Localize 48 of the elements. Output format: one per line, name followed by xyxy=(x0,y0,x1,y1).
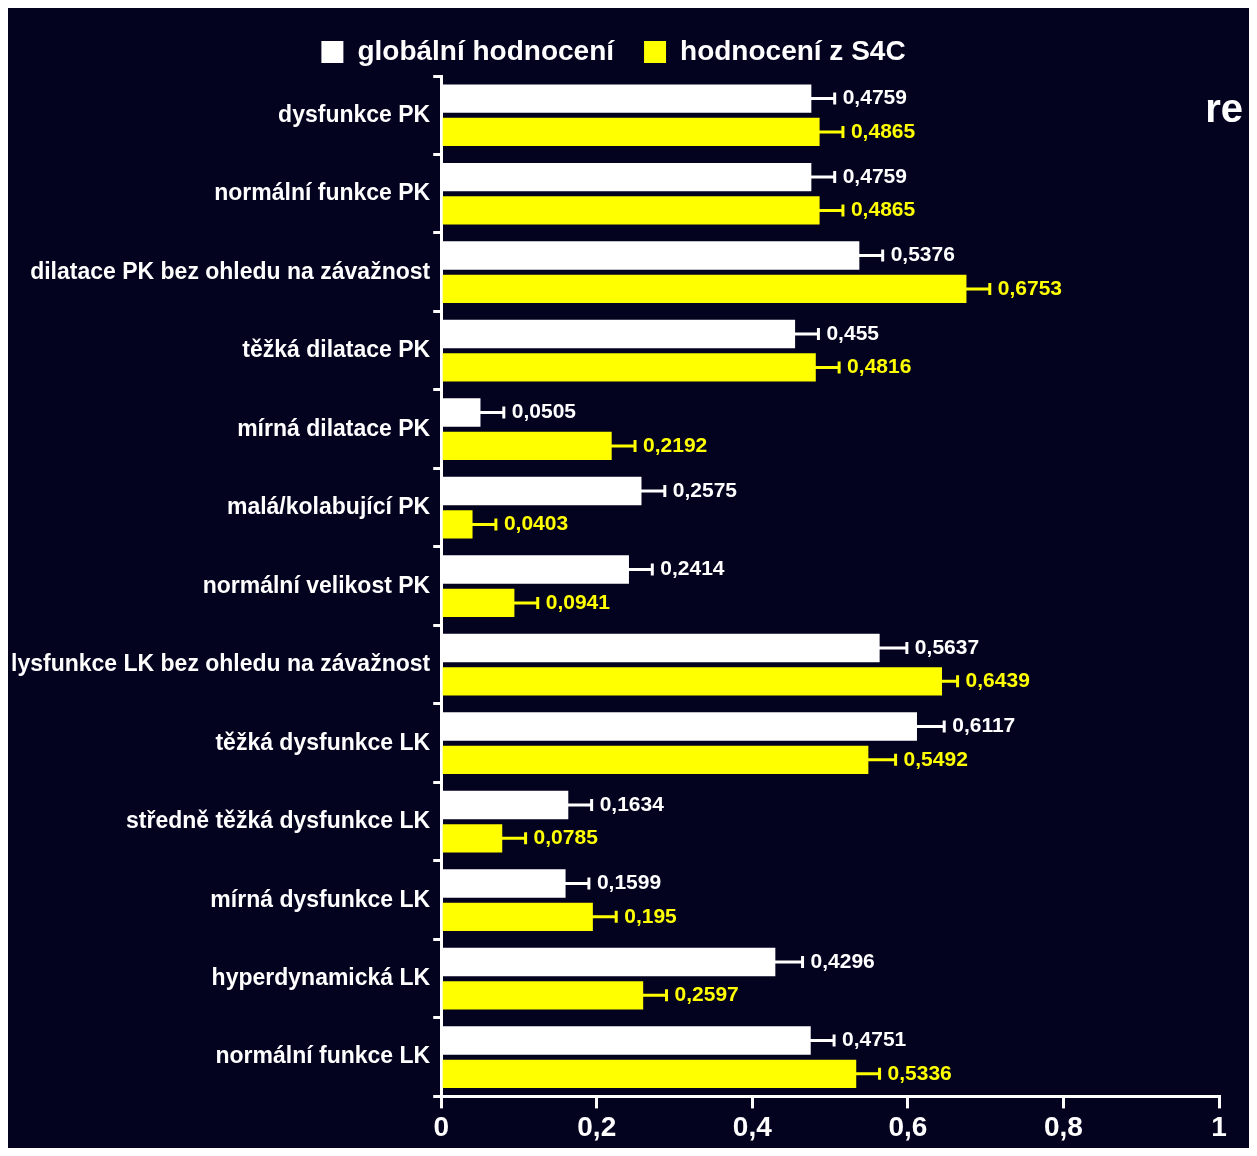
y-tick-label: hyperdynamická LK xyxy=(211,964,431,991)
y-tick-label: středně těžká dysfunkce LK xyxy=(125,807,431,834)
data-label: 0,5637 xyxy=(914,634,980,658)
data-label: 0,0403 xyxy=(503,511,569,535)
data-label: 0,6439 xyxy=(965,668,1030,692)
x-tick-label: 0 xyxy=(433,1110,449,1142)
y-tick-label: mírná dysfunkce LK xyxy=(210,885,431,912)
data-label: 0,0785 xyxy=(533,825,599,849)
y-tick-label: těžká dysfunkce LK xyxy=(215,728,431,755)
data-label: 0,2192 xyxy=(643,432,708,456)
x-tick-label: 0,2 xyxy=(577,1110,617,1142)
data-label: 0,0941 xyxy=(545,589,611,613)
data-label: 0,4759 xyxy=(842,163,907,187)
data-label: 0,4751 xyxy=(842,1027,907,1051)
data-label: 0,4816 xyxy=(847,354,912,378)
y-tick-label: lysfunkce LK bez ohledu na závažnost xyxy=(11,650,431,677)
data-label: 0,4865 xyxy=(850,118,916,142)
data-label: 0,4865 xyxy=(850,197,916,221)
x-tick-label: 1 xyxy=(1211,1110,1227,1142)
y-tick-label: dysfunkce PK xyxy=(278,100,431,127)
y-tick-label: dilatace PK bez ohledu na závažnost xyxy=(30,257,431,284)
data-label: 0,5376 xyxy=(890,242,955,266)
data-label: 0,6753 xyxy=(997,275,1063,299)
annotation: re xyxy=(1205,86,1243,131)
data-label: 0,2597 xyxy=(674,982,739,1006)
legend-label: globální hodnocení xyxy=(357,34,616,66)
legend-label: hodnocení z S4C xyxy=(680,34,906,66)
data-label: 0,455 xyxy=(826,320,880,344)
data-label: 0,5336 xyxy=(887,1060,952,1084)
data-label: 0,0505 xyxy=(511,399,577,423)
data-label: 0,2575 xyxy=(672,477,738,501)
y-tick-label: mírná dilatace PK xyxy=(237,414,431,441)
data-label: 0,4296 xyxy=(810,948,875,972)
x-tick-label: 0,4 xyxy=(732,1110,773,1142)
x-tick-label: 0,6 xyxy=(888,1110,928,1142)
data-label: 0,1634 xyxy=(599,791,665,815)
data-label: 0,195 xyxy=(624,903,678,927)
y-tick-label: normální funkce PK xyxy=(214,179,431,206)
data-label: 0,2414 xyxy=(660,556,725,580)
y-tick-label: těžká dilatace PK xyxy=(242,336,431,363)
x-tick-label: 0,8 xyxy=(1043,1110,1083,1142)
y-tick-label: normální velikost PK xyxy=(202,571,431,598)
data-label: 0,4759 xyxy=(842,85,907,109)
data-label: 0,6117 xyxy=(952,713,1016,737)
y-tick-label: normální funkce LK xyxy=(215,1042,431,1069)
y-tick-label: malá/kolabující PK xyxy=(226,493,431,520)
data-label: 0,5492 xyxy=(903,746,968,770)
data-label: 0,1599 xyxy=(596,870,662,894)
